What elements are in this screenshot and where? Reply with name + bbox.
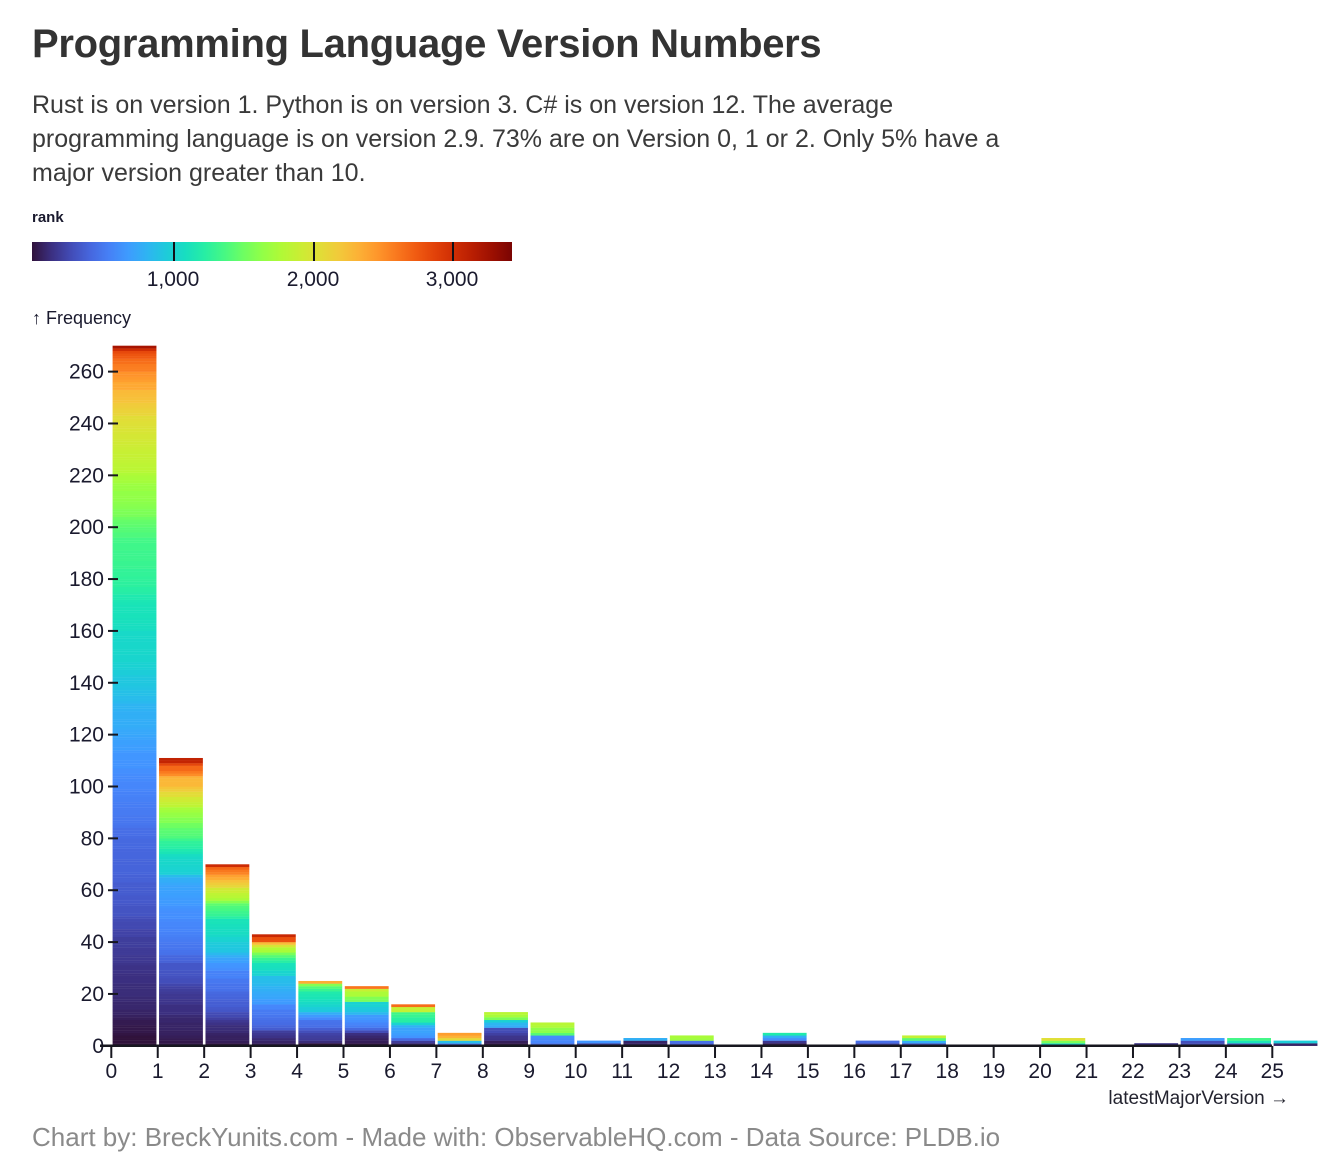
svg-text:5: 5 — [338, 1060, 350, 1083]
svg-text:14: 14 — [750, 1060, 774, 1083]
svg-text:6: 6 — [384, 1060, 396, 1083]
svg-text:260: 260 — [69, 361, 104, 384]
svg-text:2: 2 — [198, 1060, 210, 1083]
svg-text:21: 21 — [1075, 1060, 1098, 1083]
svg-text:3: 3 — [245, 1060, 257, 1083]
svg-text:100: 100 — [69, 776, 104, 799]
svg-text:140: 140 — [69, 672, 104, 695]
svg-text:20: 20 — [81, 983, 104, 1006]
svg-text:22: 22 — [1121, 1060, 1144, 1083]
svg-text:25: 25 — [1261, 1060, 1284, 1083]
svg-text:40: 40 — [81, 931, 104, 954]
svg-text:160: 160 — [69, 620, 104, 643]
svg-text:4: 4 — [291, 1060, 303, 1083]
svg-text:120: 120 — [69, 724, 104, 747]
svg-text:11: 11 — [611, 1060, 633, 1083]
svg-text:13: 13 — [703, 1060, 726, 1083]
svg-text:24: 24 — [1214, 1060, 1238, 1083]
svg-text:18: 18 — [936, 1060, 959, 1083]
svg-text:10: 10 — [564, 1060, 587, 1083]
svg-text:0: 0 — [105, 1060, 117, 1083]
svg-text:12: 12 — [657, 1060, 680, 1083]
svg-text:8: 8 — [477, 1060, 489, 1083]
svg-text:220: 220 — [69, 464, 104, 487]
svg-text:15: 15 — [796, 1060, 819, 1083]
svg-text:17: 17 — [889, 1060, 912, 1083]
svg-text:16: 16 — [843, 1060, 866, 1083]
svg-text:180: 180 — [69, 568, 104, 591]
svg-text:80: 80 — [81, 827, 104, 850]
svg-text:60: 60 — [81, 879, 104, 902]
svg-text:240: 240 — [69, 412, 104, 435]
svg-text:9: 9 — [523, 1060, 535, 1083]
svg-text:19: 19 — [982, 1060, 1005, 1083]
svg-text:200: 200 — [69, 516, 104, 539]
svg-text:1: 1 — [152, 1060, 164, 1083]
svg-text:7: 7 — [431, 1060, 443, 1083]
svg-text:23: 23 — [1168, 1060, 1191, 1083]
svg-text:20: 20 — [1028, 1060, 1051, 1083]
